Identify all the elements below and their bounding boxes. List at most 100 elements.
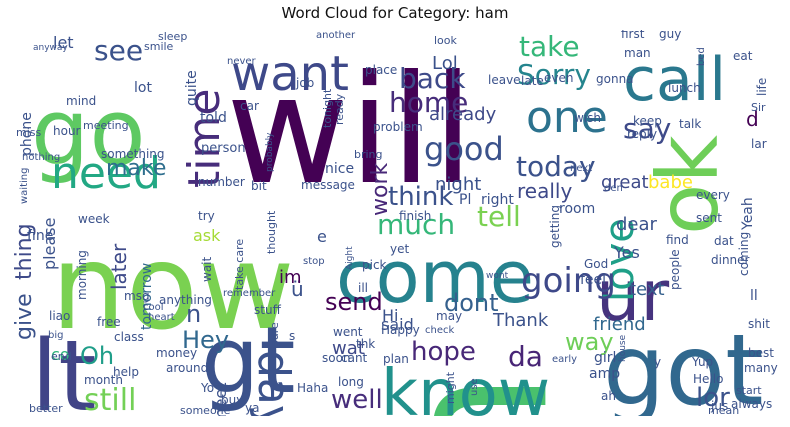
word-157: gonna (596, 72, 634, 86)
word-156: guy (659, 30, 681, 41)
word-125: Haha (297, 381, 328, 395)
word-1: will (226, 44, 474, 218)
word-79: ll (750, 288, 758, 304)
word-191: big (48, 330, 63, 341)
word-121: went (333, 325, 363, 339)
word-92: getting (548, 205, 562, 248)
word-38: dont (444, 289, 499, 317)
word-68: co (51, 345, 70, 364)
word-119: end (51, 350, 72, 363)
word-169: car (240, 99, 259, 113)
word-5: go (31, 79, 146, 186)
word-139: best (748, 346, 774, 360)
word-109: class (114, 330, 144, 344)
word-159: even (544, 71, 573, 85)
word-153: bed (696, 47, 707, 66)
word-45: work (368, 163, 393, 216)
word-135: Yup (691, 355, 713, 369)
word-55: d (746, 107, 759, 131)
word-48: n (186, 300, 201, 328)
word-113: Yo (200, 381, 214, 395)
word-179: waiting (19, 168, 30, 204)
word-80: girl (594, 350, 616, 366)
word-105: stuff (254, 303, 282, 317)
word-23: take (519, 30, 580, 63)
word-72: Yeah (740, 197, 756, 231)
word-173: anyway (33, 43, 68, 53)
word-146: talk (679, 117, 701, 131)
word-168: job (295, 76, 314, 90)
word-190: cool (143, 302, 164, 313)
word-160: late (521, 74, 544, 88)
word-49: im (279, 267, 302, 288)
word-141: always (731, 397, 772, 411)
word-17: need (51, 148, 161, 199)
word-99: week (78, 212, 110, 226)
word-57: text (629, 279, 665, 300)
word-110: money (156, 346, 197, 360)
word-8: ok (639, 135, 737, 235)
word-74: let (53, 33, 74, 52)
word-97: find (666, 233, 689, 247)
word-124: long (338, 375, 364, 389)
word-7: gt (201, 307, 295, 414)
word-142: start (736, 384, 762, 397)
word-138: shit (748, 317, 770, 331)
word-174: miss (16, 126, 42, 139)
word-60: said (381, 315, 414, 334)
word-126: Happy (381, 323, 420, 337)
word-149: lunch (668, 81, 701, 95)
word-64: please (40, 218, 59, 270)
word-67: Yes (613, 243, 640, 262)
word-101: try (198, 209, 215, 223)
word-89: message (301, 178, 355, 192)
word-103: msg (124, 289, 150, 303)
word-71: right (481, 192, 514, 208)
word-33: hope (411, 337, 476, 367)
word-44: really (517, 179, 572, 203)
word-10: know (381, 357, 550, 416)
word-193: check (425, 325, 454, 336)
word-180: probably (265, 132, 275, 172)
word-100: morning (75, 250, 89, 300)
word-46: later (107, 243, 131, 290)
word-84: quite (184, 70, 200, 106)
word-127: plan (383, 352, 409, 366)
word-150: Sir (751, 101, 766, 114)
word-104: anything (159, 293, 212, 307)
word-29: today (516, 150, 596, 183)
word-177: hour (53, 124, 81, 138)
word-95: dat (714, 234, 734, 248)
word-37: Hey (182, 326, 229, 354)
word-122: soon (322, 351, 351, 365)
chart-title: Word Cloud for Category: ham (281, 4, 509, 22)
word-36: make (106, 156, 166, 181)
word-194: early (552, 354, 577, 365)
word-154: man (624, 46, 651, 60)
word-196: y (654, 355, 661, 369)
word-27: say (623, 112, 671, 145)
word-40: way (565, 328, 614, 356)
word-70: Pl (459, 192, 471, 208)
word-175: mind (66, 94, 96, 108)
word-14: day (248, 350, 299, 416)
word-30: think (388, 182, 453, 212)
word-56: dear (616, 214, 658, 235)
word-6: lt (31, 320, 97, 416)
word-85: something (101, 147, 165, 161)
word-88: bit (251, 179, 267, 193)
word-123: cant (341, 351, 368, 365)
word-cloud: willnowugotgoltgtokcomeknowurcallwantday… (11, 30, 781, 416)
word-50: already (429, 104, 497, 125)
word-76: fine (27, 228, 53, 244)
word-93: sent (696, 211, 722, 225)
word-65: tomorrow (139, 263, 155, 330)
word-144: coming (737, 232, 751, 276)
word-11: ur (596, 255, 669, 337)
word-181: bring (354, 148, 383, 161)
word-98: people (668, 249, 682, 290)
word-189: heart (148, 312, 175, 323)
word-106: take care (233, 239, 246, 290)
word-118: better (29, 402, 63, 415)
word-15: time (179, 89, 230, 188)
